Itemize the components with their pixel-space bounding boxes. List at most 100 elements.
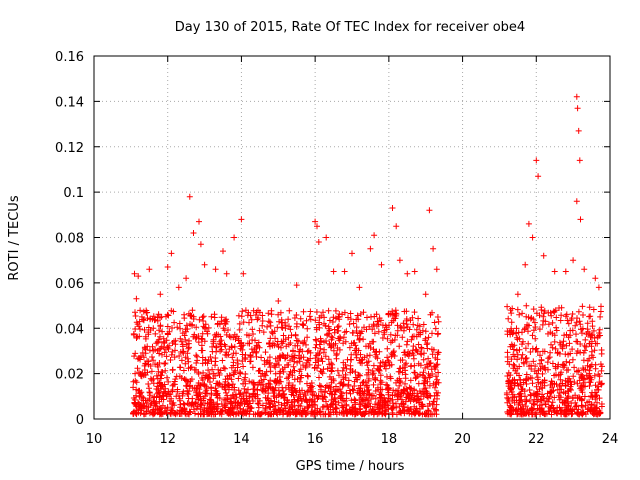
data-point	[596, 379, 603, 386]
data-point	[287, 357, 293, 364]
data-point	[577, 216, 584, 223]
data-point	[262, 349, 269, 356]
data-point	[186, 193, 193, 200]
data-point	[169, 400, 176, 407]
data-point	[396, 343, 403, 350]
data-point	[322, 353, 329, 360]
data-point	[370, 381, 377, 388]
data-point	[372, 374, 379, 381]
data-point	[152, 316, 159, 323]
data-point	[335, 323, 342, 330]
data-point	[174, 386, 181, 393]
data-point	[193, 352, 200, 359]
data-point	[199, 336, 206, 343]
data-point	[419, 388, 426, 395]
data-point	[157, 291, 164, 298]
data-point	[316, 350, 323, 357]
data-point	[259, 370, 266, 377]
data-point	[235, 387, 242, 394]
data-point	[269, 401, 276, 407]
data-point	[316, 319, 323, 326]
data-point	[312, 336, 319, 343]
x-tick-label: 18	[381, 432, 398, 447]
data-point	[248, 346, 255, 353]
data-point	[143, 309, 150, 316]
data-point	[259, 322, 266, 329]
data-point	[363, 359, 370, 366]
data-point	[507, 307, 514, 314]
data-point	[364, 314, 370, 321]
data-point	[173, 393, 180, 400]
data-point	[433, 373, 439, 380]
data-point	[558, 369, 565, 376]
data-point	[198, 402, 205, 409]
data-point	[289, 404, 296, 410]
data-point	[199, 330, 206, 337]
data-point	[240, 270, 247, 277]
data-point	[154, 383, 161, 390]
data-point	[218, 337, 225, 344]
data-point	[586, 313, 593, 320]
data-point	[198, 342, 205, 349]
data-point	[432, 354, 439, 361]
data-point	[412, 346, 419, 353]
data-point	[223, 389, 229, 396]
data-point	[591, 335, 598, 341]
data-point	[375, 406, 382, 413]
data-point	[140, 354, 147, 361]
data-point	[372, 388, 379, 394]
data-point	[530, 306, 537, 313]
data-point	[270, 340, 276, 347]
data-point	[267, 319, 274, 326]
data-point	[164, 323, 171, 330]
data-point	[351, 383, 358, 389]
data-point	[333, 383, 339, 390]
data-point	[422, 385, 429, 391]
data-point	[407, 398, 414, 405]
data-point	[536, 326, 543, 333]
data-point	[223, 270, 230, 277]
data-point	[409, 390, 416, 397]
data-point	[411, 268, 418, 275]
data-point	[545, 355, 552, 362]
data-point	[531, 368, 538, 375]
data-point	[205, 367, 212, 374]
data-point	[508, 356, 515, 363]
data-point	[340, 404, 347, 411]
data-point	[234, 364, 241, 371]
data-point	[525, 340, 532, 347]
data-point	[197, 381, 204, 388]
data-point	[159, 402, 166, 409]
data-point	[133, 379, 140, 386]
data-point	[177, 397, 183, 404]
x-tick-label: 12	[159, 432, 176, 447]
data-point	[295, 394, 302, 400]
data-point	[150, 380, 157, 387]
data-point	[352, 397, 359, 404]
data-point	[555, 392, 562, 399]
data-point	[298, 372, 305, 379]
data-point	[594, 399, 600, 406]
data-point	[387, 331, 394, 338]
data-point	[580, 366, 587, 373]
data-point	[598, 367, 605, 374]
data-point	[326, 383, 333, 390]
data-point	[222, 365, 228, 372]
data-point	[176, 320, 183, 327]
data-point	[508, 405, 515, 411]
data-point	[563, 311, 570, 318]
data-point	[236, 320, 243, 327]
data-point	[281, 364, 288, 371]
data-point	[259, 381, 266, 388]
data-point	[353, 376, 360, 383]
data-point	[199, 360, 206, 367]
data-point	[415, 380, 422, 387]
data-point	[417, 350, 424, 357]
data-point	[517, 397, 524, 403]
data-point	[243, 390, 250, 397]
data-point	[313, 352, 320, 359]
data-point	[571, 379, 578, 386]
data-point	[342, 371, 349, 378]
data-point	[514, 291, 521, 298]
data-point	[167, 410, 174, 417]
